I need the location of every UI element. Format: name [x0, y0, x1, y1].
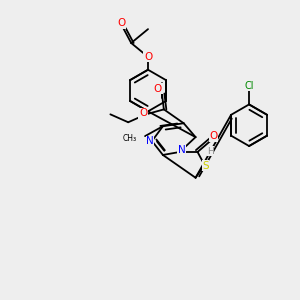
Text: N: N — [146, 136, 154, 146]
Text: O: O — [117, 18, 125, 28]
Text: Cl: Cl — [244, 81, 254, 91]
Text: S: S — [202, 161, 209, 171]
Text: O: O — [139, 108, 147, 118]
Text: O: O — [154, 84, 162, 94]
Text: O: O — [209, 131, 217, 141]
Text: H: H — [207, 147, 214, 156]
Text: O: O — [144, 52, 152, 62]
Text: CH₃: CH₃ — [123, 134, 137, 142]
Text: N: N — [178, 145, 186, 155]
